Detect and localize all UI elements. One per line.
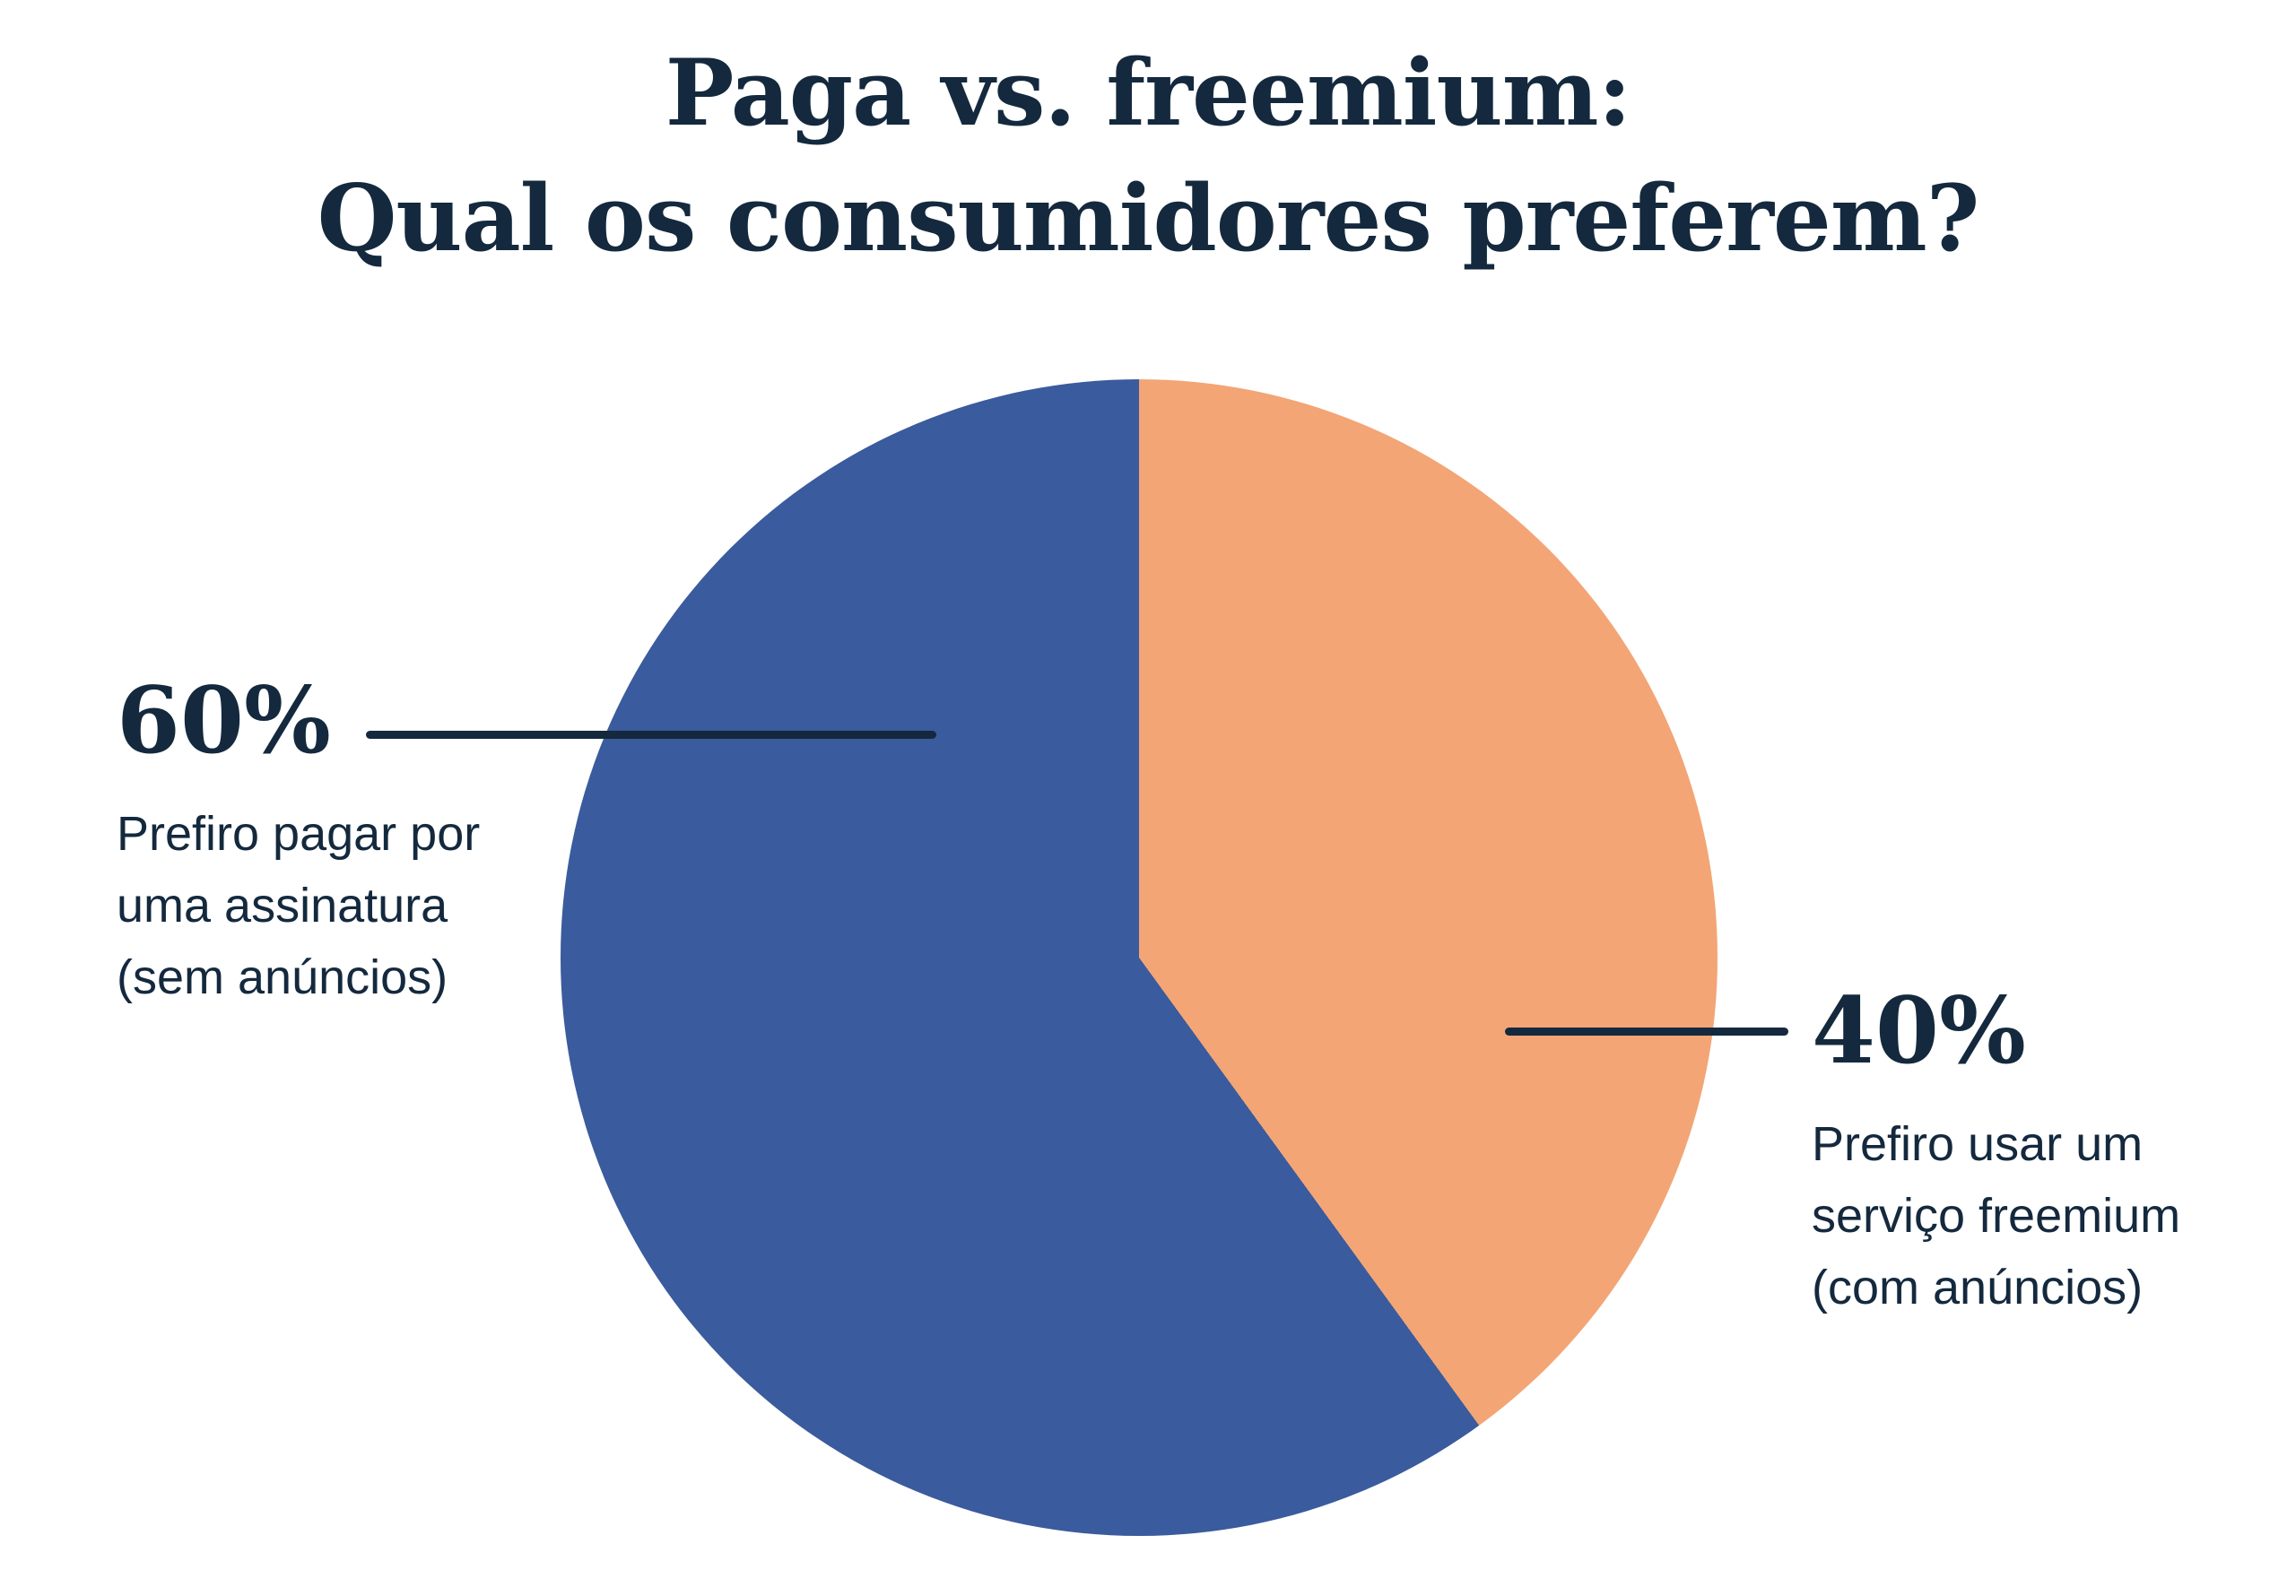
description-line: Prefiro pagar por — [117, 807, 481, 861]
description-line: Prefiro usar um — [1812, 1117, 2144, 1171]
chart-title: Paga vs. freemium: Qual os consumidores … — [0, 30, 2296, 282]
chart-title-line-2: Qual os consumidores preferem? — [317, 165, 1980, 273]
label-group-freemium-service: 40% Prefiro usar um serviço freemium (co… — [1812, 984, 2180, 1323]
description-line: (sem anúncios) — [117, 950, 448, 1004]
chart-title-line-1: Paga vs. freemium: — [665, 39, 1632, 147]
description-line: (com anúncios) — [1812, 1261, 2144, 1314]
percent-label-40: 40% — [1812, 977, 2026, 1085]
slice-description-paid-subscription: Prefiro pagar por uma assinatura (sem an… — [117, 798, 480, 1013]
callout-line-40-percent — [1505, 1028, 1788, 1036]
slice-description-freemium-service: Prefiro usar um serviço freemium (com an… — [1812, 1108, 2180, 1323]
percent-label-60: 60% — [117, 667, 331, 775]
description-line: serviço freemium — [1812, 1189, 2181, 1243]
callout-line-60-percent — [366, 731, 936, 739]
description-line: uma assinatura — [117, 879, 448, 932]
pie-chart — [561, 379, 1718, 1536]
label-group-paid-subscription: 60% Prefiro pagar por uma assinatura (se… — [117, 674, 480, 1013]
